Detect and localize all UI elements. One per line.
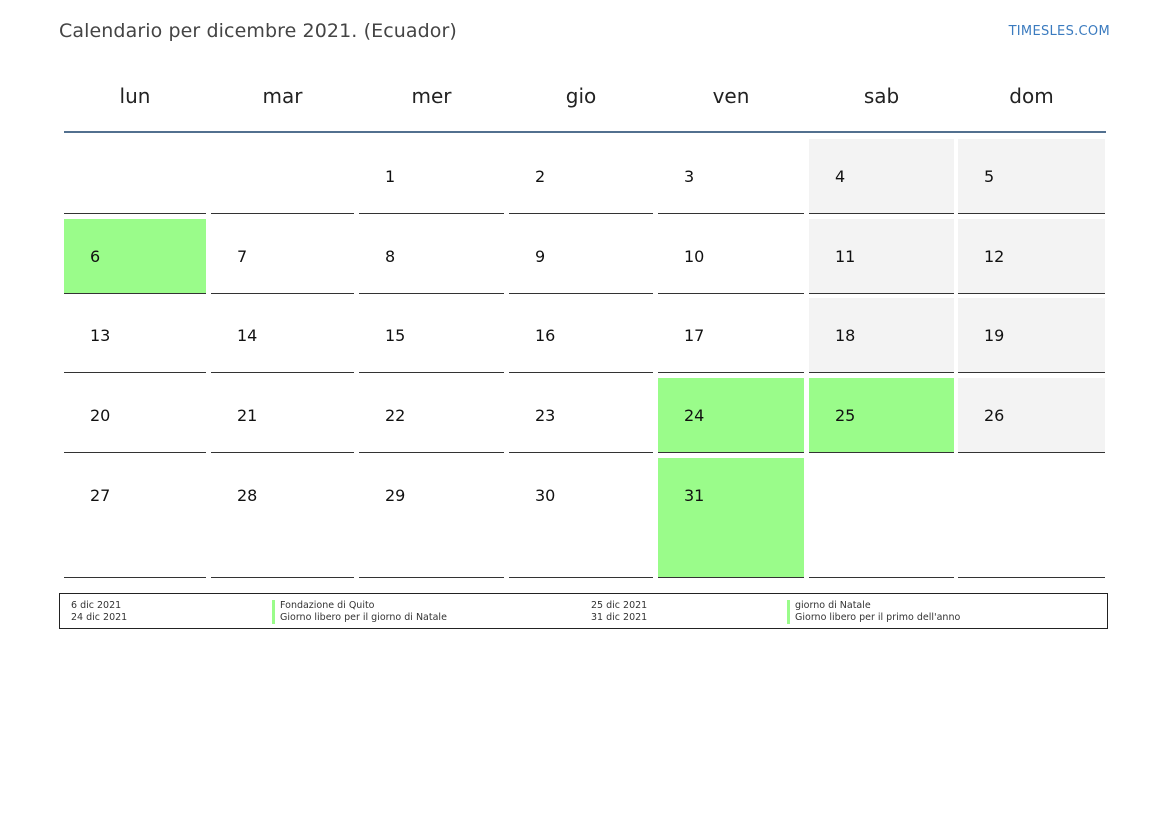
day-cell[interactable]: 22 [359,378,504,453]
day-cell[interactable]: 16 [509,298,653,373]
day-number: 23 [535,406,556,425]
weekday-sab: sab [863,84,900,108]
day-cell[interactable]: 19 [958,298,1105,373]
day-cell[interactable]: 28 [211,458,354,578]
day-cell[interactable]: 25 [809,378,954,453]
day-number: 1 [385,167,396,186]
day-number: 24 [684,406,705,425]
legend-right-names: giorno di Natale Giorno libero per il pr… [795,600,960,624]
empty-cell [809,458,954,578]
day-cell[interactable]: 20 [64,378,206,453]
day-number: 17 [684,326,705,345]
weekday-mar: mar [262,84,303,108]
day-cell[interactable]: 27 [64,458,206,578]
day-cell[interactable]: 2 [509,139,653,214]
day-cell[interactable]: 15 [359,298,504,373]
day-number: 6 [90,247,101,266]
day-cell[interactable]: 31 [658,458,804,578]
day-cell[interactable]: 13 [64,298,206,373]
empty-cell [958,458,1105,578]
day-cell[interactable]: 26 [958,378,1105,453]
weekday-ven: ven [712,84,750,108]
day-number: 27 [90,486,111,505]
day-number: 14 [237,326,258,345]
legend-date: 31 dic 2021 [591,612,648,623]
day-cell[interactable]: 23 [509,378,653,453]
day-cell[interactable]: 29 [359,458,504,578]
day-number: 31 [684,486,705,505]
empty-cell [64,139,206,214]
legend-left-dates: 6 dic 2021 24 dic 2021 [71,600,127,624]
weekday-gio: gio [565,84,597,108]
day-cell[interactable]: 3 [658,139,804,214]
day-number: 7 [237,247,248,266]
day-cell[interactable]: 24 [658,378,804,453]
weekday-mer: mer [411,84,452,108]
day-number: 30 [535,486,556,505]
day-cell[interactable]: 30 [509,458,653,578]
brand-link[interactable]: TIMESLES.COM [1008,24,1110,39]
day-cell[interactable]: 9 [509,219,653,294]
day-cell[interactable]: 10 [658,219,804,294]
legend-holiday-swatch [272,600,275,624]
day-cell[interactable]: 12 [958,219,1105,294]
day-cell[interactable]: 7 [211,219,354,294]
weekday-header: lun mar mer gio ven sab dom [62,84,1108,114]
day-number: 15 [385,326,406,345]
day-number: 12 [984,247,1005,266]
day-number: 25 [835,406,856,425]
empty-cell [211,139,354,214]
legend-holiday-name: Fondazione di Quito [280,600,375,611]
day-cell[interactable]: 21 [211,378,354,453]
weekday-dom: dom [1009,84,1054,108]
day-number: 13 [90,326,111,345]
legend-holiday-name: giorno di Natale [795,600,871,611]
legend-holiday-name: Giorno libero per il giorno di Natale [280,612,447,623]
legend-left-names: Fondazione di Quito Giorno libero per il… [280,600,447,624]
day-number: 4 [835,167,846,186]
day-cell[interactable]: 18 [809,298,954,373]
day-cell[interactable]: 14 [211,298,354,373]
legend-right-dates: 25 dic 2021 31 dic 2021 [591,600,647,624]
legend-date: 6 dic 2021 [71,600,122,611]
day-number: 29 [385,486,406,505]
legend-holiday-swatch [787,600,790,624]
day-number: 5 [984,167,995,186]
day-number: 11 [835,247,856,266]
day-number: 22 [385,406,406,425]
day-number: 20 [90,406,111,425]
day-number: 18 [835,326,856,345]
legend-date: 24 dic 2021 [71,612,128,623]
day-cell[interactable]: 5 [958,139,1105,214]
day-number: 28 [237,486,258,505]
day-cell[interactable]: 4 [809,139,954,214]
day-cell[interactable]: 17 [658,298,804,373]
day-number: 16 [535,326,556,345]
day-cell[interactable]: 11 [809,219,954,294]
day-number: 8 [385,247,396,266]
day-cell[interactable]: 8 [359,219,504,294]
day-number: 3 [684,167,695,186]
header-divider [64,131,1106,133]
legend-holiday-name: Giorno libero per il primo dell'anno [795,612,961,623]
day-number: 2 [535,167,546,186]
page-title: Calendario per dicembre 2021. (Ecuador) [59,20,457,42]
weekday-lun: lun [119,84,151,108]
day-number: 21 [237,406,258,425]
day-number: 9 [535,247,546,266]
day-number: 26 [984,406,1005,425]
day-number: 10 [684,247,705,266]
holiday-legend: 6 dic 2021 24 dic 2021 Fondazione di Qui… [59,593,1108,629]
day-cell[interactable]: 6 [64,219,206,294]
day-number: 19 [984,326,1005,345]
day-cell[interactable]: 1 [359,139,504,214]
legend-date: 25 dic 2021 [591,600,648,611]
